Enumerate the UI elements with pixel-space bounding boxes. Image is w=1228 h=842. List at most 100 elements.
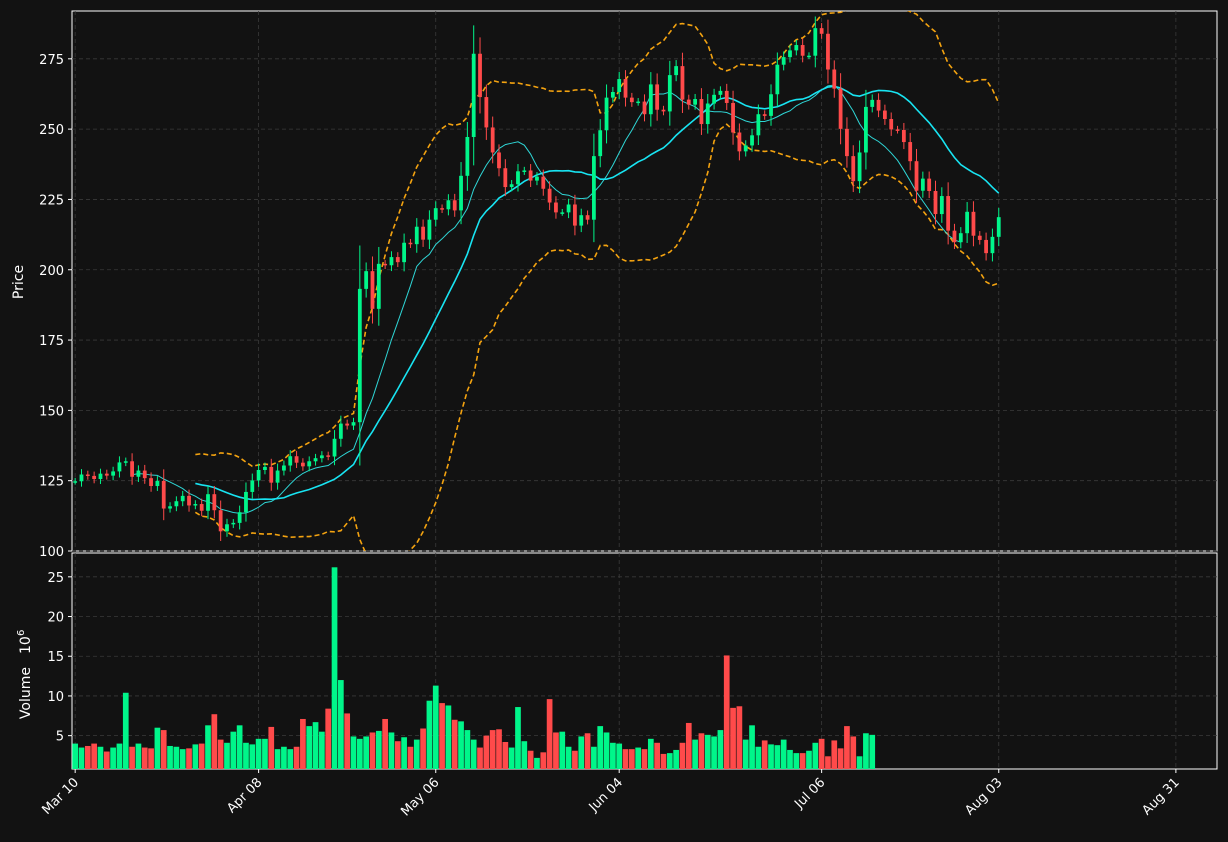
candle-body [585, 215, 590, 220]
volume-bar [597, 726, 604, 769]
volume-bar [540, 752, 547, 769]
volume-bar [603, 732, 610, 769]
price-tick-label: 250 [39, 123, 64, 138]
candle-body [946, 196, 951, 231]
bollinger-lower-line [194, 123, 999, 551]
candle-body [250, 480, 255, 492]
volume-bar [458, 721, 464, 769]
volume-bar [369, 732, 376, 769]
volume-bar [565, 746, 572, 769]
candle-body [680, 66, 685, 100]
volume-tick-label: 5 [56, 730, 64, 745]
candle-body [731, 102, 735, 133]
candle-body [326, 455, 331, 457]
candle-body [231, 522, 236, 525]
volume-y-axis: 5 10 15 20 25 [47, 571, 72, 745]
candle-body [876, 99, 881, 111]
candle-body [351, 422, 356, 426]
candle-body [478, 53, 482, 98]
candle-body [104, 473, 109, 476]
candle-body [338, 423, 343, 439]
candle-body [838, 88, 843, 129]
candle-body [762, 114, 767, 116]
candle-body [313, 458, 318, 462]
candle-body [724, 90, 729, 103]
candle-body [206, 494, 210, 511]
candle-body [775, 64, 780, 95]
candle-body [832, 69, 837, 89]
volume-bar [806, 750, 812, 769]
volume-bar [755, 746, 762, 769]
candle-body [174, 501, 179, 507]
candle-body [395, 257, 400, 263]
volume-bar [338, 680, 344, 769]
candle-body [389, 257, 394, 266]
price-tick-label: 200 [39, 264, 64, 279]
volume-bar [799, 753, 806, 769]
volume-tick-label: 15 [47, 650, 64, 665]
volume-bar [553, 732, 559, 769]
candle-body [269, 466, 274, 483]
volume-bar [787, 749, 793, 769]
candle-body [212, 494, 217, 511]
volume-bar [742, 739, 749, 769]
candle-body [218, 510, 223, 532]
volume-bar [837, 748, 844, 769]
candle-body [421, 226, 425, 240]
candle-body [598, 130, 603, 157]
candle-body [617, 79, 622, 92]
bollinger-bands [194, 11, 1000, 551]
candle-body [155, 480, 160, 487]
candle-body [345, 423, 350, 426]
candle-body [98, 473, 103, 479]
bollinger-upper-line [195, 11, 1000, 468]
candle-body [591, 156, 596, 220]
candle-body [256, 470, 261, 481]
volume-bar [578, 736, 585, 769]
candle-body [497, 152, 501, 169]
price-axis-label: Price [11, 265, 27, 299]
candle-body [554, 202, 558, 213]
candle-body [737, 132, 742, 152]
candle-body [965, 211, 970, 234]
volume-bar [255, 738, 262, 769]
volume-axis-exponent-power: 6 [16, 630, 27, 636]
volume-bar [420, 728, 426, 769]
volume-bar [464, 730, 471, 769]
candle-body [712, 94, 716, 104]
candle-body [826, 33, 830, 70]
candle-body [648, 84, 653, 115]
volume-bar [249, 744, 256, 769]
candle-body [807, 55, 811, 58]
candle-body [503, 168, 508, 188]
candle-body [319, 455, 324, 459]
volume-bar [394, 741, 401, 769]
volume-bar [629, 749, 635, 769]
candle-body [294, 456, 299, 463]
volume-bar [293, 746, 300, 769]
volume-bar [515, 707, 521, 769]
candle-body [750, 135, 754, 146]
volume-bar [312, 722, 319, 769]
volume-bar [445, 705, 452, 769]
candle-body [699, 99, 704, 125]
volume-bar [382, 718, 388, 769]
volume-bar [319, 731, 325, 769]
candle-body [490, 127, 495, 153]
candle-body [79, 474, 84, 482]
candle-body [92, 475, 97, 479]
volume-bar [831, 740, 838, 769]
volume-bar [103, 751, 110, 769]
candle-body [996, 217, 1001, 237]
candle-body [471, 53, 476, 137]
volume-bar [698, 733, 705, 769]
candle-body [73, 481, 78, 483]
volume-tick-label: 25 [47, 571, 64, 586]
candle-body [465, 137, 470, 176]
volume-bar [856, 756, 863, 769]
candle-body [743, 145, 748, 152]
volume-bar [730, 707, 736, 769]
volume-bar [483, 735, 490, 769]
price-tick-label: 100 [39, 545, 64, 560]
candle-body [629, 97, 634, 103]
